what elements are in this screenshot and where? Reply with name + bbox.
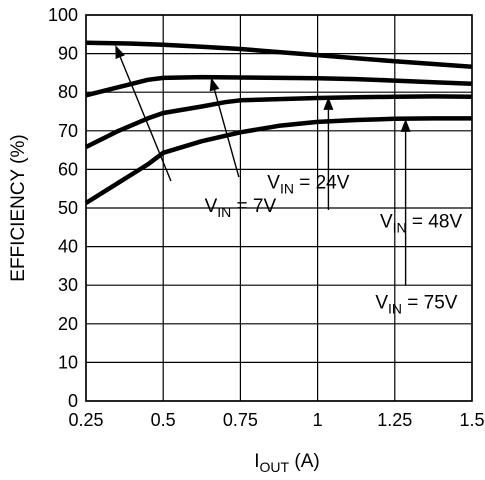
series-label-sub: IN <box>393 219 407 235</box>
series-line-vin-75v <box>84 116 472 205</box>
y-tick-label: 80 <box>58 82 78 102</box>
series-label-vin-24v: VIN = 24V <box>267 173 349 197</box>
x-axis-title-unit: (A) <box>289 451 320 472</box>
y-tick-label: 20 <box>58 314 78 334</box>
x-tick-label: 1.25 <box>377 410 412 430</box>
x-tick-label: 0.75 <box>223 410 258 430</box>
arrow-head-vin-24v <box>209 77 220 92</box>
series-label-sub: IN <box>388 300 402 316</box>
series-label-main: V <box>205 196 218 217</box>
series-label-sub: IN <box>280 181 294 197</box>
grid-layer <box>85 14 473 402</box>
y-tick-label: 30 <box>58 275 78 295</box>
series-layer <box>84 40 473 205</box>
series-line-vin-7v <box>85 40 473 69</box>
series-label-rest: = 7V <box>231 196 276 217</box>
arrow-head-vin-48v <box>323 96 334 110</box>
arrow-head-vin-7v <box>115 45 125 60</box>
series-line-vin-48v <box>84 94 473 150</box>
y-tick-label: 70 <box>58 121 78 141</box>
y-tick-label: 40 <box>58 237 78 257</box>
x-tick-label: 1 <box>313 410 323 430</box>
arrow-shaft-vin-7v <box>119 56 172 182</box>
series-label-main: V <box>267 173 280 194</box>
y-axis-title: EFFICIENCY (%) <box>8 134 29 281</box>
y-tick-label: 0 <box>68 391 78 411</box>
series-label-vin-7v: VIN = 7V <box>205 196 277 220</box>
x-axis-title: IOUT (A) <box>254 451 319 475</box>
series-label-vin-75v: VIN = 75V <box>375 292 457 316</box>
series-label-main: V <box>375 292 388 313</box>
series-label-sub: IN <box>217 204 231 220</box>
y-tick-label: 100 <box>48 5 78 25</box>
x-axis-title-sub: OUT <box>260 459 290 475</box>
y-tick-label: 50 <box>58 198 78 218</box>
x-tick-label: 0.25 <box>68 410 103 430</box>
y-tick-label: 90 <box>58 44 78 64</box>
y-tick-label: 10 <box>58 352 78 372</box>
plot-frame <box>85 14 473 402</box>
arrow-shaft-vin-24v <box>213 89 240 178</box>
series-label-rest: = 75V <box>402 292 458 313</box>
y-tick-label: 60 <box>58 159 78 179</box>
series-label-vin-48v: VIN = 48V <box>380 211 462 235</box>
arrow-head-vin-75v <box>400 118 411 132</box>
series-label-rest: = 24V <box>294 173 350 194</box>
series-label-main: V <box>380 211 393 232</box>
tick-layer: 0 10 20 30 40 50 60 70 80 90 100 0.25 0.5 0.75 1 1.25 1.… <box>48 5 485 430</box>
x-tick-label: 0.5 <box>151 410 176 430</box>
series-line-vin-24v <box>85 74 473 98</box>
x-axis-title-main: I <box>254 451 259 472</box>
x-tick-label: 1.5 <box>459 410 484 430</box>
series-label-rest: = 48V <box>407 211 463 232</box>
